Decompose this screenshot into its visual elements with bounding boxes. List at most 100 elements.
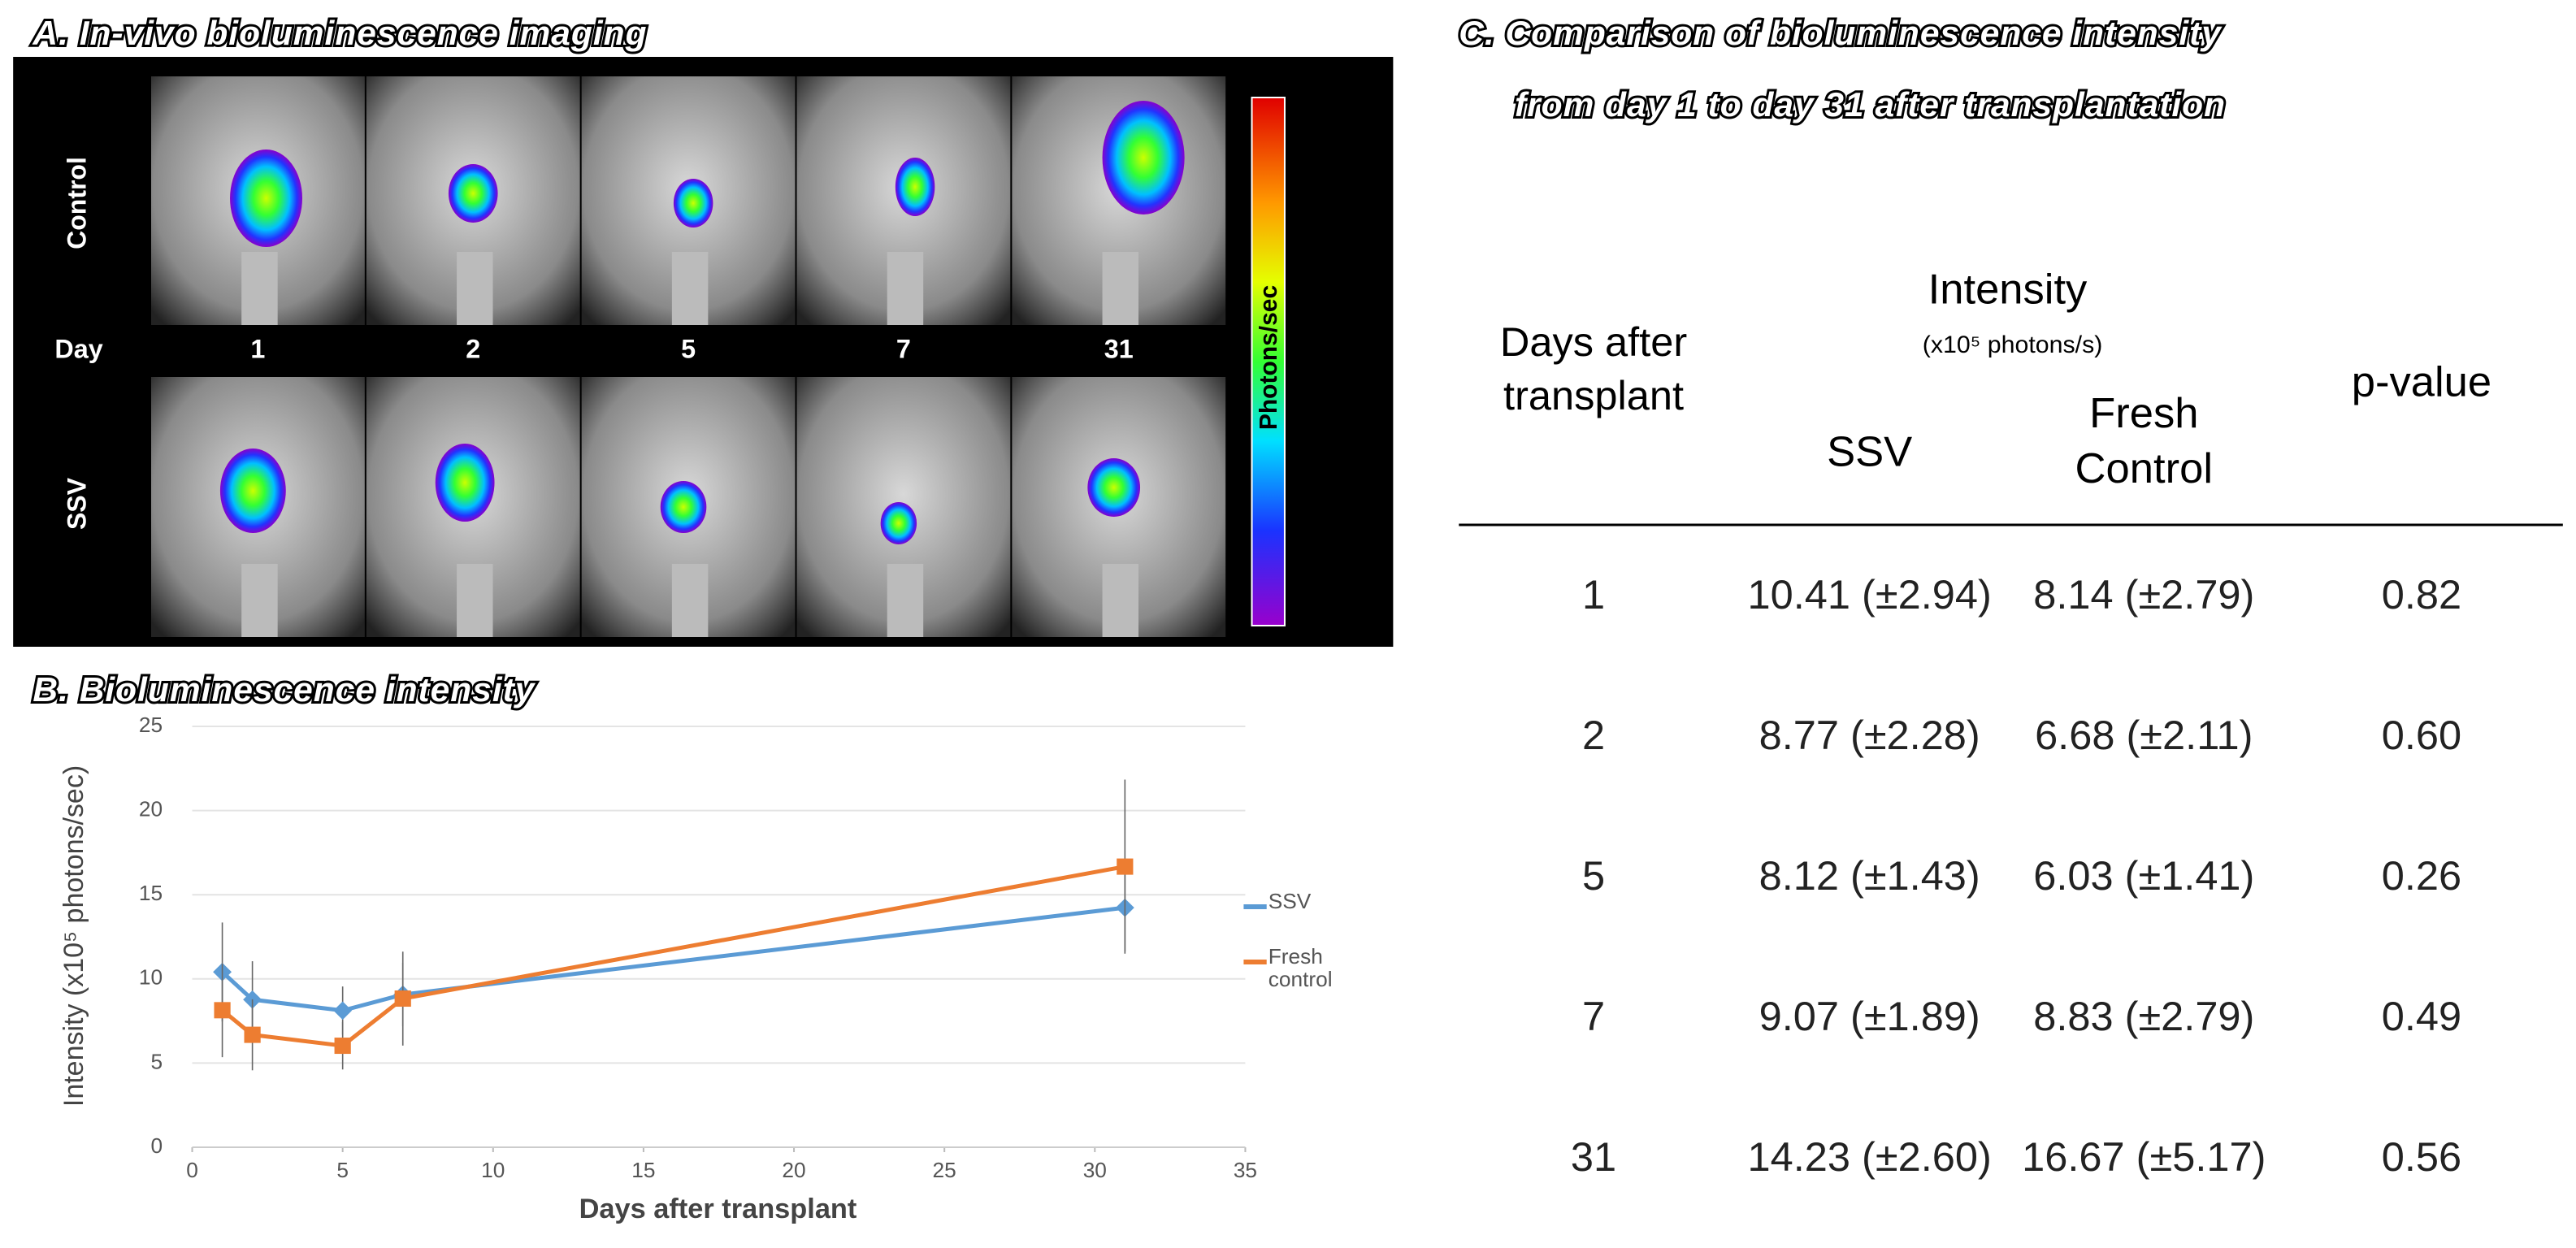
y-tick-label: 20 [139, 797, 163, 821]
x-axis-label: Days after transplant [579, 1194, 857, 1224]
table-cell: 10.41 (±2.94) [1748, 571, 1992, 618]
panel-a-title: A. In-vivo bioluminescence imaging [32, 14, 647, 52]
signal [660, 481, 707, 533]
point [333, 1001, 353, 1020]
table-cell: 6.68 (±2.11) [2035, 712, 2253, 758]
colorbar-tick-label: 4 [1299, 374, 1309, 394]
table-cell: 8.12 (±1.43) [1759, 852, 1980, 899]
legend-label: SSV [1268, 890, 1312, 913]
colorbar-tick-label: 2 [1299, 450, 1309, 470]
day-label: Day [54, 335, 102, 364]
x-tick-label: 15 [631, 1158, 655, 1182]
y-axis-label: Intensity (x10⁵ photons/sec) [59, 765, 89, 1107]
x-tick-label: 5 [336, 1158, 349, 1182]
colorbar-tick-label: 8 [1299, 291, 1309, 311]
x-tick-label: 25 [933, 1158, 956, 1182]
y-tick-label: 5 [151, 1049, 163, 1073]
mouse-tail [887, 564, 924, 637]
table-cell: 16.67 (±5.17) [2022, 1133, 2266, 1180]
header-p: p-value [2352, 359, 2491, 406]
table-cell: 8.77 (±2.28) [1759, 712, 1980, 758]
header-intensity: Intensity [1928, 266, 2088, 314]
header-days: Days after transplant [1499, 320, 1688, 418]
point [1117, 858, 1134, 875]
x-tick-label: 35 [1234, 1158, 1257, 1182]
mouse-tail [241, 564, 278, 637]
mouse-tail [457, 564, 493, 637]
legend-label: Fresh control [1268, 946, 1333, 992]
table-cell: 0.49 [2382, 993, 2461, 1039]
table-cell: 8.14 (±2.79) [2033, 571, 2254, 618]
y-tick-label: 0 [151, 1133, 163, 1158]
signal [230, 150, 302, 247]
mouse-tail [241, 252, 278, 325]
colorbar [1251, 97, 1286, 626]
x-tick-label: 20 [782, 1158, 805, 1182]
header-fresh: Fresh Control [2075, 388, 2214, 492]
table-cell: 6.03 (±1.41) [2033, 852, 2254, 899]
header-unit: (x10⁵ photons/s) [1923, 332, 2103, 358]
day-value: 31 [1104, 335, 1134, 364]
day-value: 7 [896, 335, 911, 364]
signal [435, 444, 495, 522]
colorbar-label: Photons/sec [1255, 285, 1282, 430]
point [214, 1002, 231, 1019]
table-cell: 14.23 (±2.60) [1748, 1133, 1992, 1180]
signal [1087, 458, 1141, 517]
y-tick-label: 15 [139, 881, 163, 905]
table-title-1: C. Comparison of bioluminescence intensi… [1459, 14, 2223, 52]
table-cell: 0.82 [2382, 571, 2461, 618]
table-cell: 9.07 (±1.89) [1759, 993, 1980, 1039]
signal [673, 179, 713, 228]
signal [219, 448, 286, 533]
colorbar-tick-label: 2 [1299, 195, 1309, 215]
point [244, 1026, 261, 1043]
mouse-tail [887, 252, 924, 325]
table-cell: 0.56 [2382, 1133, 2461, 1180]
row-label: Control [62, 157, 91, 249]
signal [448, 164, 498, 223]
colorbar-tick-label: 10⁵ [1299, 526, 1337, 553]
signal [880, 502, 917, 544]
chart: 0 5 10 15 20 25 0 5 10 15 20 25 30 35 SSV Fresh control [139, 713, 1333, 1182]
series-line [220, 905, 1125, 1013]
header-days: Days after transplant [1499, 320, 1688, 418]
header-fresh: Fresh Control [2075, 388, 2214, 492]
table-title-2: from day 1 to day 31 after transplantati… [1515, 85, 2226, 124]
table-cell: 2 [1582, 712, 1605, 758]
x-tick-label: 10 [481, 1158, 505, 1182]
day-value: 5 [681, 335, 696, 364]
mouse-tail [671, 564, 709, 637]
table-cell: 0.26 [2382, 852, 2461, 899]
table-cell: 7 [1582, 993, 1605, 1039]
row-label: SSV [62, 477, 91, 530]
table-cell: 31 [1571, 1133, 1616, 1180]
legend-label: Fresh control [1268, 946, 1333, 992]
point [394, 990, 411, 1008]
signal [895, 158, 935, 216]
colorbar-tick-label: 6 [1299, 327, 1309, 347]
day-value: 1 [250, 335, 265, 364]
table-cell: 1 [1582, 571, 1605, 618]
table-cell: 5 [1582, 852, 1605, 899]
series-line [220, 864, 1125, 1048]
y-tick-label: 25 [139, 713, 163, 737]
table-cell: 8.83 (±2.79) [2033, 993, 2254, 1039]
signal [1102, 101, 1185, 214]
chart-title: B. Bioluminescence intensity [33, 670, 536, 708]
table: Days after transplant Intensity (x10⁵ phot… [1499, 266, 2491, 1180]
colorbar-tick-label: 4 [1299, 112, 1309, 132]
mouse-tail [671, 252, 709, 325]
y-tick-label: 10 [139, 965, 163, 990]
point [334, 1038, 351, 1055]
mouse-tail [1102, 252, 1139, 325]
mouse-tail [1102, 564, 1139, 637]
colorbar-tick-label: 8 [1299, 549, 1309, 570]
day-value: 2 [466, 335, 480, 364]
legend-label: SSV [1268, 890, 1312, 913]
colorbar-tick-label: 10⁶ [1299, 273, 1337, 300]
table-cell: 0.60 [2382, 712, 2461, 758]
